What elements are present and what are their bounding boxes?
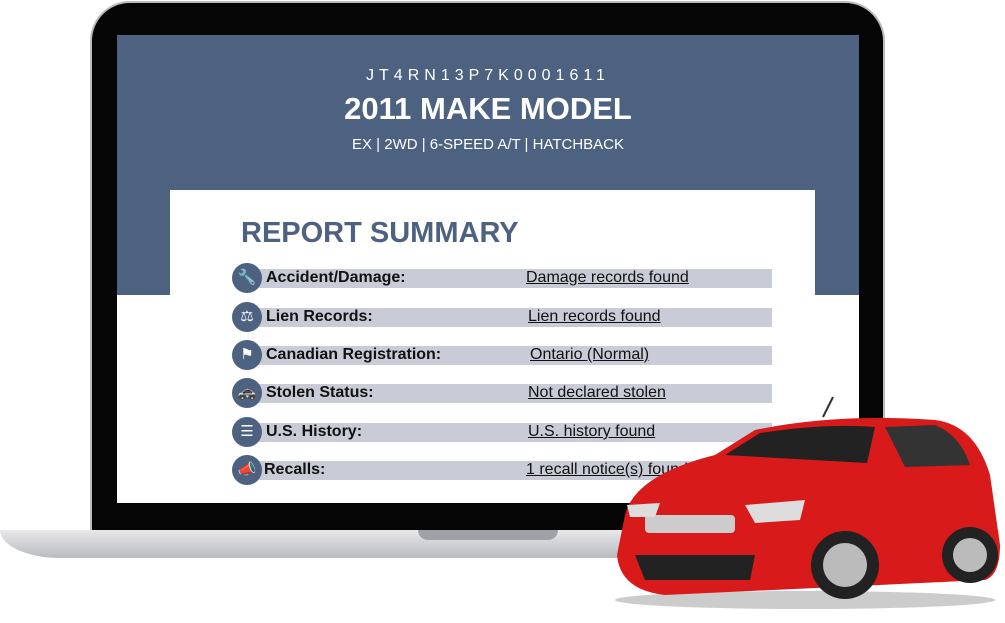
laptop-screen: JT4RN13P7K0001611 2011 MAKE MODEL EX | 2… <box>117 35 859 503</box>
row-label: Canadian Registration: <box>266 346 442 363</box>
row-label: Stolen Status: <box>266 384 374 401</box>
row-label: Accident/Damage: <box>266 269 406 286</box>
row-label: Recalls: <box>264 461 326 478</box>
summary-row-lien: ⚖ Lien Records: Lien records found <box>232 299 772 335</box>
row-value-link[interactable]: U.S. history found <box>528 423 656 440</box>
laptop-notch <box>418 530 558 540</box>
police-car-icon: 🚓 <box>232 378 262 408</box>
row-value-link[interactable]: Not declared stolen <box>528 384 666 401</box>
summary-row-stolen: 🚓 Stolen Status: Not declared stolen <box>232 375 772 411</box>
summary-row-recalls: 📣 Recalls: 1 recall notice(s) found <box>232 452 772 488</box>
row-label: U.S. History: <box>266 423 363 440</box>
report-summary-card: REPORT SUMMARY 🔧 Accident/Damage: Damage… <box>170 190 815 503</box>
vin: JT4RN13P7K0001611 <box>366 67 610 84</box>
summary-row-us-history: ☰ U.S. History: U.S. history found <box>232 414 772 450</box>
row-label: Lien Records: <box>266 308 373 325</box>
row-value-link[interactable]: Damage records found <box>526 269 689 286</box>
vehicle-specs: EX | 2WD | 6-SPEED A/T | HATCHBACK <box>351 136 625 153</box>
summary-row-accident: 🔧 Accident/Damage: Damage records found <box>232 260 772 296</box>
row-value-link[interactable]: 1 recall notice(s) found <box>526 461 688 478</box>
wrench-icon: 🔧 <box>232 263 262 293</box>
megaphone-icon: 📣 <box>232 455 262 485</box>
gavel-icon: ⚖ <box>232 302 262 332</box>
red-car-image <box>615 396 1000 609</box>
summary-row-canadian-registration: ⚑ Canadian Registration: Ontario (Normal… <box>232 337 772 373</box>
row-value-link[interactable]: Ontario (Normal) <box>530 346 650 363</box>
summary-heading: REPORT SUMMARY <box>241 217 519 249</box>
flag-icon: ⚑ <box>232 340 262 370</box>
row-value-link[interactable]: Lien records found <box>528 308 661 325</box>
vehicle-title: 2011 MAKE MODEL <box>344 91 632 126</box>
us-flag-icon: ☰ <box>232 417 262 447</box>
